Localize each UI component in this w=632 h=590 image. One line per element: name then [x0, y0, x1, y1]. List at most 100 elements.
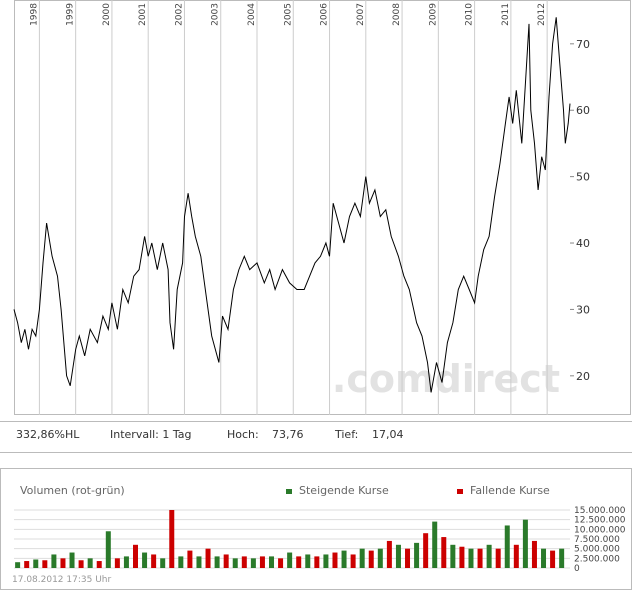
- y-tick-label: 7.500.000: [574, 535, 620, 545]
- volume-bar: [151, 554, 157, 568]
- legend-label: Fallende Kurse: [470, 484, 550, 497]
- volume-title: Volumen (rot-grün): [20, 484, 125, 497]
- volume-bar: [531, 540, 537, 568]
- y-tick-label: 30: [576, 303, 590, 316]
- x-tick-label: 2000: [102, 3, 112, 26]
- x-tick-label: 2004: [247, 3, 257, 26]
- volume-bar: [414, 542, 420, 568]
- x-tick-label: 2009: [428, 3, 438, 26]
- legend-swatch: [286, 489, 292, 494]
- x-tick-label: 2002: [174, 3, 184, 26]
- x-tick-label: 1998: [29, 3, 39, 26]
- volume-bar: [87, 558, 93, 568]
- volume-bar: [550, 550, 556, 568]
- volume-bar: [51, 554, 57, 568]
- footer-high-label: Hoch:: [227, 428, 259, 441]
- volume-bar: [305, 554, 311, 568]
- x-tick-label: 2005: [283, 3, 293, 26]
- volume-bar: [296, 556, 302, 568]
- volume-bar: [223, 554, 229, 568]
- volume-bar: [24, 561, 30, 568]
- volume-bar: [468, 548, 474, 568]
- volume-bar: [423, 533, 429, 568]
- volume-bar: [78, 560, 84, 568]
- x-tick-label: 2001: [138, 3, 148, 26]
- y-tick-label: 50: [576, 171, 590, 184]
- x-tick-label: 2003: [211, 3, 221, 26]
- volume-bar: [395, 544, 401, 568]
- y-tick-label: 70: [576, 38, 590, 51]
- y-tick-label: 20: [576, 370, 590, 383]
- x-tick-label: 2012: [537, 3, 547, 26]
- footer-high: 73,76: [272, 428, 304, 441]
- price-frame: [14, 0, 631, 415]
- volume-bar: [69, 552, 75, 568]
- volume-bar: [287, 552, 293, 568]
- volume-bar: [160, 558, 166, 568]
- volume-bar: [187, 550, 193, 568]
- volume-bar: [142, 552, 148, 568]
- x-tick-label: 2008: [392, 3, 402, 26]
- volume-bar: [232, 558, 238, 568]
- volume-bar: [133, 544, 139, 568]
- footer-interval: Intervall: 1 Tag: [110, 428, 192, 441]
- watermark: .comdirect: [332, 357, 560, 401]
- volume-bar: [314, 556, 320, 568]
- x-tick-label: 2010: [465, 3, 475, 26]
- volume-bar: [105, 531, 111, 568]
- volume-bar: [504, 525, 510, 568]
- volume-bar: [359, 548, 365, 568]
- volume-bar: [559, 548, 565, 568]
- y-tick-label: 40: [576, 237, 590, 250]
- volume-bar: [432, 521, 438, 568]
- volume-bar: [441, 537, 447, 568]
- volume-bar: [60, 558, 66, 568]
- volume-bar: [42, 560, 48, 568]
- volume-bar: [405, 548, 411, 568]
- footer-low: 17,04: [372, 428, 404, 441]
- y-tick-label: 12.500.000: [574, 516, 626, 526]
- footer-low-label: Tief:: [334, 428, 358, 441]
- y-tick-label: 60: [576, 104, 590, 117]
- timestamp: 17.08.2012 17:35 Uhr: [12, 575, 111, 585]
- volume-bar: [241, 556, 247, 568]
- volume-bar: [323, 554, 329, 568]
- y-tick-label: 2.500.000: [574, 554, 620, 564]
- price-line: [13, 17, 571, 393]
- footer-hl: 332,86%HL: [16, 428, 80, 441]
- volume-bar: [477, 548, 483, 568]
- volume-bar: [96, 561, 102, 568]
- volume-bar: [205, 548, 211, 568]
- x-tick-label: 2006: [320, 3, 330, 26]
- volume-bar: [250, 558, 256, 568]
- y-tick-label: 0: [574, 564, 580, 574]
- volume-bar: [522, 519, 528, 568]
- volume-bar: [450, 544, 456, 568]
- volume-bar: [278, 558, 284, 568]
- y-tick-label: 15.000.000: [574, 506, 626, 516]
- volume-bar: [486, 544, 492, 568]
- volume-bar: [541, 548, 547, 568]
- legend-label: Steigende Kurse: [299, 484, 389, 497]
- volume-bar: [341, 550, 347, 568]
- volume-bar: [332, 552, 338, 568]
- volume-bar: [513, 544, 519, 568]
- volume-bar: [178, 556, 184, 568]
- volume-bar: [495, 548, 501, 568]
- legend-swatch: [457, 489, 463, 494]
- volume-bar: [459, 546, 465, 568]
- volume-bar: [33, 559, 39, 568]
- volume-bar: [259, 556, 265, 568]
- y-tick-label: 10.000.000: [574, 525, 626, 535]
- volume-bar: [114, 558, 120, 568]
- volume-bar: [350, 554, 356, 568]
- volume-bar: [123, 556, 129, 568]
- x-tick-label: 2007: [356, 3, 366, 26]
- volume-bar: [15, 562, 21, 568]
- volume-bar: [386, 540, 392, 568]
- volume-bar: [377, 548, 383, 568]
- x-tick-label: 1999: [66, 3, 76, 26]
- volume-bar: [269, 556, 275, 568]
- volume-bar: [368, 550, 374, 568]
